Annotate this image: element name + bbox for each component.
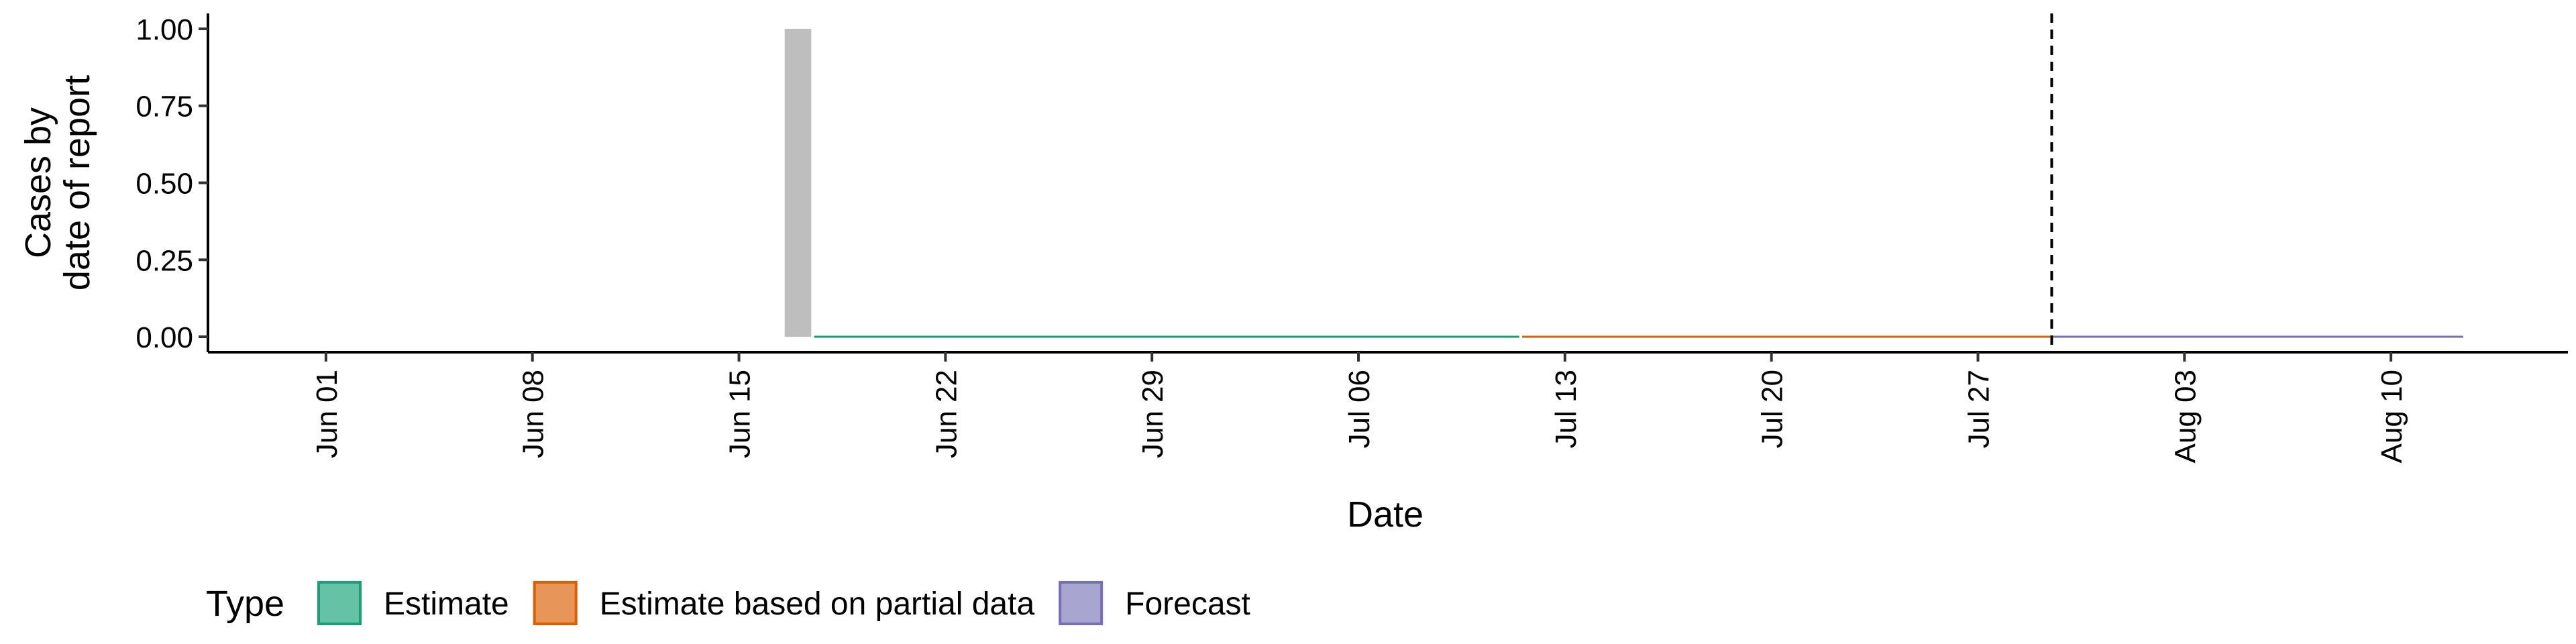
- x-axis-title: Date: [1347, 494, 1424, 535]
- legend-key-2: [1059, 581, 1104, 625]
- x-tick-label-10: Aug 10: [2375, 370, 2408, 463]
- x-tick-label-5: Jul 06: [1343, 370, 1376, 448]
- legend-key-1: [533, 581, 578, 625]
- axes: 0.00 0.25 0.50 0.75 1.00 Jun 01 Jun 08 Jun 15 Ju…: [136, 13, 2568, 463]
- x-tick-label-4: Jun 29: [1136, 370, 1169, 458]
- y-tick-label-2: 0.50: [136, 168, 193, 201]
- x-tick-label-1: Jun 08: [517, 370, 550, 458]
- y-tick-label-1: 0.25: [136, 244, 193, 277]
- y-axis-title-line-0: Cases by: [18, 107, 58, 258]
- y-tick-label-4: 1.00: [136, 13, 193, 46]
- bar-0: [784, 28, 812, 337]
- legend: Type Estimate Estimate based on partial da…: [206, 581, 1250, 625]
- y-axis-title-line-1: date of report: [57, 75, 97, 290]
- x-tick-label-6: Jul 13: [1550, 370, 1582, 448]
- legend-label-1: Estimate based on partial data: [600, 586, 1035, 622]
- y-tick-label-3: 0.75: [136, 91, 193, 123]
- x-tick-label-8: Jul 27: [1963, 370, 1996, 448]
- legend-title: Type: [206, 584, 284, 624]
- x-tick-label-7: Jul 20: [1756, 370, 1789, 448]
- legend-label-2: Forecast: [1125, 586, 1250, 622]
- x-tick-label-2: Jun 15: [724, 370, 757, 458]
- legend-label-0: Estimate: [384, 586, 509, 622]
- plot-marks: [784, 13, 2463, 352]
- x-tick-label-0: Jun 01: [311, 370, 343, 458]
- y-tick-label-0: 0.00: [136, 321, 193, 354]
- x-tick-label-3: Jun 22: [930, 370, 963, 458]
- legend-key-0: [317, 581, 362, 625]
- x-tick-label-9: Aug 03: [2169, 370, 2202, 463]
